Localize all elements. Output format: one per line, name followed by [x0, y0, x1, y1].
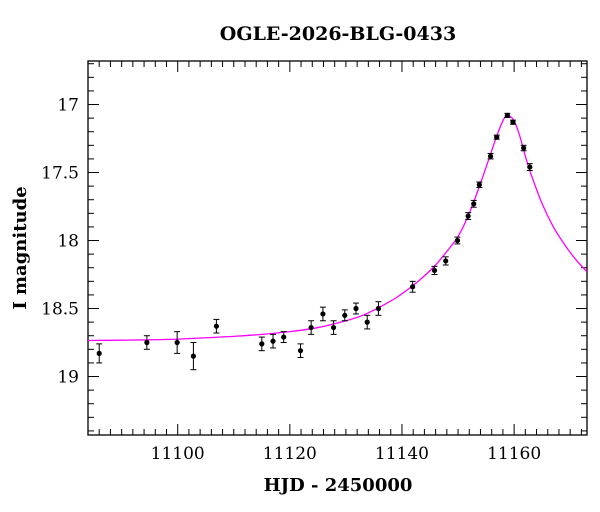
data-point	[96, 343, 103, 364]
data-marker	[174, 339, 180, 346]
data-point	[341, 309, 348, 322]
data-point	[504, 112, 511, 118]
data-marker	[353, 305, 359, 312]
data-marker	[364, 319, 370, 325]
x-tick-label: 11100	[151, 444, 205, 464]
model-curve-layer	[88, 114, 587, 342]
data-point	[143, 335, 150, 350]
data-marker	[320, 311, 326, 317]
data-point	[375, 301, 382, 316]
data-point	[174, 331, 181, 354]
data-point	[431, 265, 438, 276]
x-tick-label: 11160	[487, 444, 541, 464]
x-axis-label: HJD - 2450000	[264, 475, 413, 496]
data-point	[465, 212, 472, 220]
y-tick-label: 17	[57, 96, 79, 116]
data-point	[442, 256, 449, 266]
plot-area: 11100 11120 11140 11160 17 17.5 18 18.5 19	[41, 60, 588, 464]
data-point	[493, 134, 500, 140]
data-marker	[375, 305, 382, 312]
data-point	[280, 331, 287, 344]
y-tick-label: 18	[57, 232, 79, 252]
data-point	[470, 199, 477, 208]
data-marker	[190, 353, 197, 359]
data-point	[476, 181, 483, 188]
data-marker	[270, 338, 276, 344]
data-point	[297, 343, 304, 358]
data-point	[487, 152, 494, 160]
plot-frame	[87, 60, 588, 436]
observations-layer	[96, 112, 533, 371]
y-tick-label: 18.5	[41, 300, 79, 320]
data-marker	[494, 134, 500, 140]
data-point	[330, 320, 337, 335]
data-point	[509, 119, 516, 125]
data-marker	[342, 312, 348, 318]
data-marker	[410, 284, 416, 290]
data-marker	[471, 201, 477, 207]
y-tick-label: 17.5	[41, 164, 79, 184]
data-point	[520, 144, 527, 152]
data-marker	[454, 237, 461, 244]
data-point	[308, 320, 315, 335]
data-marker	[297, 348, 304, 354]
data-marker	[308, 324, 314, 331]
data-point	[409, 280, 416, 293]
data-point	[454, 236, 461, 245]
y-tick-label: 19	[57, 368, 79, 388]
data-marker	[431, 267, 438, 274]
data-marker	[213, 323, 219, 329]
data-point	[353, 302, 360, 315]
data-marker	[144, 339, 150, 346]
data-marker	[259, 341, 265, 347]
model-curve	[88, 114, 587, 342]
data-marker	[510, 119, 516, 125]
data-point	[270, 333, 277, 349]
data-marker	[465, 213, 471, 219]
data-marker	[281, 334, 287, 340]
data-point	[526, 163, 533, 171]
axis-ticks	[87, 61, 587, 435]
data-marker	[476, 182, 482, 188]
data-marker	[504, 112, 510, 118]
x-tick-label: 11120	[263, 444, 317, 464]
data-point	[190, 342, 197, 371]
data-marker	[330, 324, 337, 331]
data-point	[319, 306, 326, 322]
data-marker	[521, 145, 527, 151]
chart-title: OGLE-2026-BLG-0433	[220, 23, 456, 45]
data-marker	[96, 350, 102, 356]
data-marker	[443, 258, 449, 264]
data-point	[258, 336, 265, 352]
axis-tick-labels: 11100 11120 11140 11160 17 17.5 18 18.5 19	[41, 96, 541, 464]
data-point	[213, 318, 220, 334]
x-tick-label: 11140	[375, 444, 429, 464]
data-point	[364, 314, 371, 330]
data-marker	[527, 164, 533, 170]
data-marker	[487, 153, 494, 159]
y-axis-label: I magnitude	[10, 186, 31, 309]
